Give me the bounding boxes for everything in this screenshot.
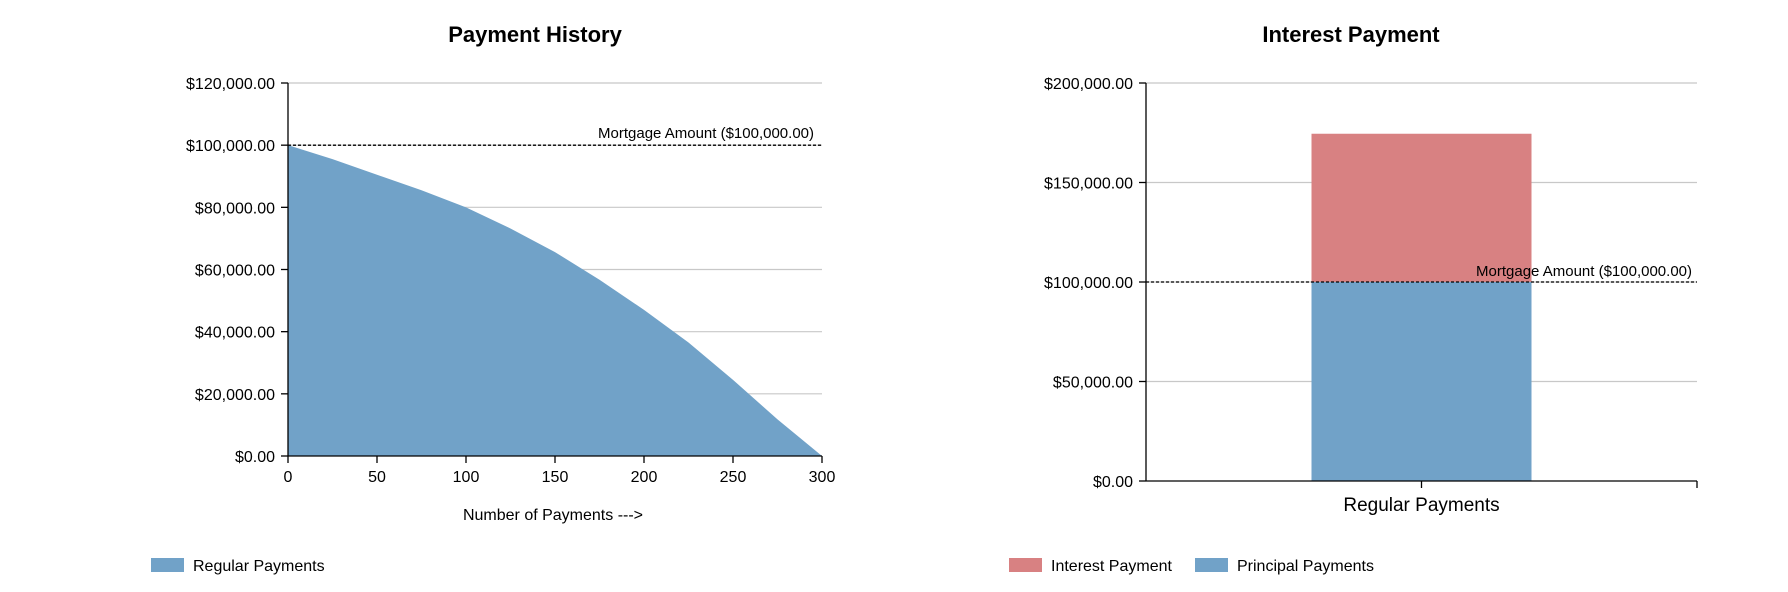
x-tick-label: 0 bbox=[284, 469, 293, 486]
legend-label: Regular Payments bbox=[193, 558, 325, 575]
x-tick-label: 50 bbox=[368, 469, 386, 486]
y-tick-label: $50,000.00 bbox=[1053, 375, 1133, 392]
y-tick-label: $60,000.00 bbox=[195, 263, 275, 280]
y-tick-label: $120,000.00 bbox=[186, 76, 275, 93]
y-tick-label: $150,000.00 bbox=[1044, 176, 1133, 193]
y-tick-label: $100,000.00 bbox=[1044, 275, 1133, 292]
y-tick-label: $200,000.00 bbox=[1044, 76, 1133, 93]
category-label: Regular Payments bbox=[1343, 495, 1499, 516]
legend-swatch bbox=[1009, 558, 1042, 572]
y-tick-label: $100,000.00 bbox=[186, 138, 275, 155]
legend-swatch bbox=[1195, 558, 1228, 572]
x-axis-title: Number of Payments ---> bbox=[463, 507, 643, 524]
y-tick-label: $0.00 bbox=[235, 449, 275, 466]
legend-swatch bbox=[151, 558, 184, 572]
y-tick-label: $0.00 bbox=[1093, 474, 1133, 491]
payment-history-chart: Payment History Mortgage Amount ($100,000… bbox=[151, 22, 835, 575]
x-tick-label: 250 bbox=[720, 469, 747, 486]
y-tick-label: $20,000.00 bbox=[195, 387, 275, 404]
bar-segment-principal-payments bbox=[1311, 282, 1532, 481]
series-area-regular-payments bbox=[288, 145, 822, 456]
x-tick-label: 200 bbox=[631, 469, 658, 486]
reference-line-label: Mortgage Amount ($100,000.00) bbox=[598, 125, 814, 142]
x-tick-label: 150 bbox=[542, 469, 569, 486]
y-tick-label: $40,000.00 bbox=[195, 325, 275, 342]
y-tick-label: $80,000.00 bbox=[195, 200, 275, 217]
interest-payment-chart: Interest Payment Mortgage Amount ($100,00… bbox=[1009, 22, 1698, 575]
chart-title: Interest Payment bbox=[1262, 22, 1440, 47]
chart-title: Payment History bbox=[448, 22, 622, 47]
x-tick-label: 100 bbox=[453, 469, 480, 486]
legend-label: Interest Payment bbox=[1051, 558, 1173, 575]
bar-segment-interest-payment bbox=[1311, 133, 1532, 282]
reference-line-label: Mortgage Amount ($100,000.00) bbox=[1476, 263, 1692, 280]
legend-label: Principal Payments bbox=[1237, 558, 1374, 575]
x-tick-label: 300 bbox=[809, 469, 836, 486]
